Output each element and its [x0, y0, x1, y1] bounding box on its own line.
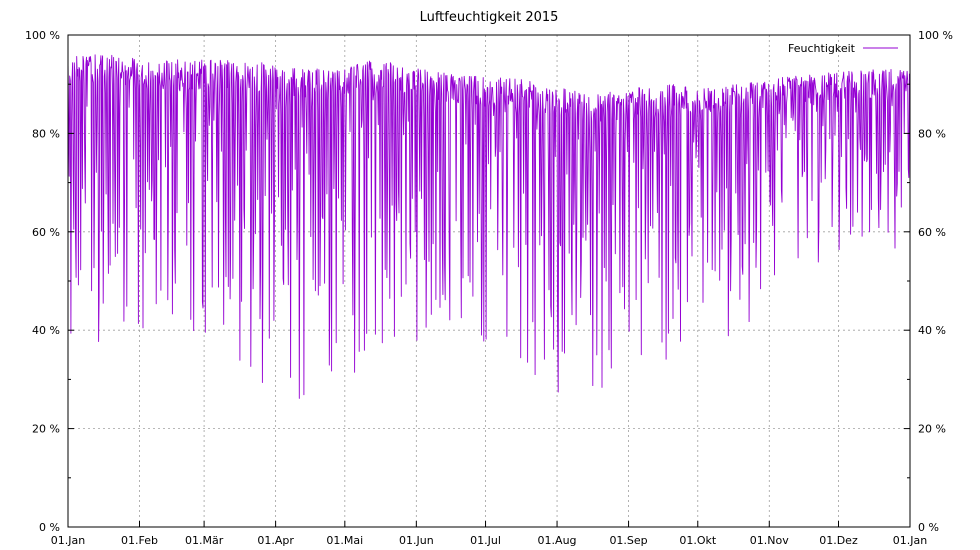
y-tick-label-left: 0 % — [39, 521, 60, 534]
y-tick-label-left: 20 % — [32, 423, 60, 436]
series-feuchtigkeit — [67, 54, 911, 399]
y-tick-label-right: 20 % — [918, 423, 946, 436]
x-tick-label: 01.Dez — [819, 534, 858, 547]
x-tick-label: 01.Nov — [750, 534, 789, 547]
y-tick-label-left: 60 % — [32, 226, 60, 239]
x-tick-label: 01.Apr — [257, 534, 294, 547]
x-tick-label: 01.Jan — [51, 534, 85, 547]
x-tick-label: 01.Jun — [399, 534, 434, 547]
x-tick-label: 01.Mai — [326, 534, 363, 547]
y-tick-label-left: 80 % — [32, 127, 60, 140]
axis-ticks — [67, 34, 911, 528]
y-tick-label-right: 100 % — [918, 29, 953, 42]
y-tick-label-right: 40 % — [918, 324, 946, 337]
y-tick-label-right: 60 % — [918, 226, 946, 239]
x-tick-label: 01.Okt — [679, 534, 717, 547]
x-tick-label: 01.Aug — [538, 534, 577, 547]
y-tick-label-left: 100 % — [25, 29, 60, 42]
y-tick-label-right: 80 % — [918, 127, 946, 140]
y-tick-label-left: 40 % — [32, 324, 60, 337]
legend-label-feuchtigkeit: Feuchtigkeit — [788, 42, 856, 55]
series-line-feuchtigkeit — [67, 54, 911, 399]
x-tick-label: 01.Jul — [470, 534, 501, 547]
y-tick-label-right: 0 % — [918, 521, 939, 534]
x-tick-label: 01.Feb — [121, 534, 158, 547]
x-tick-label: 01.Jan — [893, 534, 927, 547]
x-tick-label: 01.Mär — [185, 534, 224, 547]
legend: Feuchtigkeit — [788, 42, 898, 55]
grid-lines — [68, 35, 910, 527]
chart-title: Luftfeuchtigkeit 2015 — [420, 10, 559, 25]
axis-tick-labels: 0 % 0 % 20 % 20 % 40 % 40 % 60 % 60 % 80 % 80 % 10… — [25, 29, 953, 547]
x-tick-label: 01.Sep — [609, 534, 647, 547]
